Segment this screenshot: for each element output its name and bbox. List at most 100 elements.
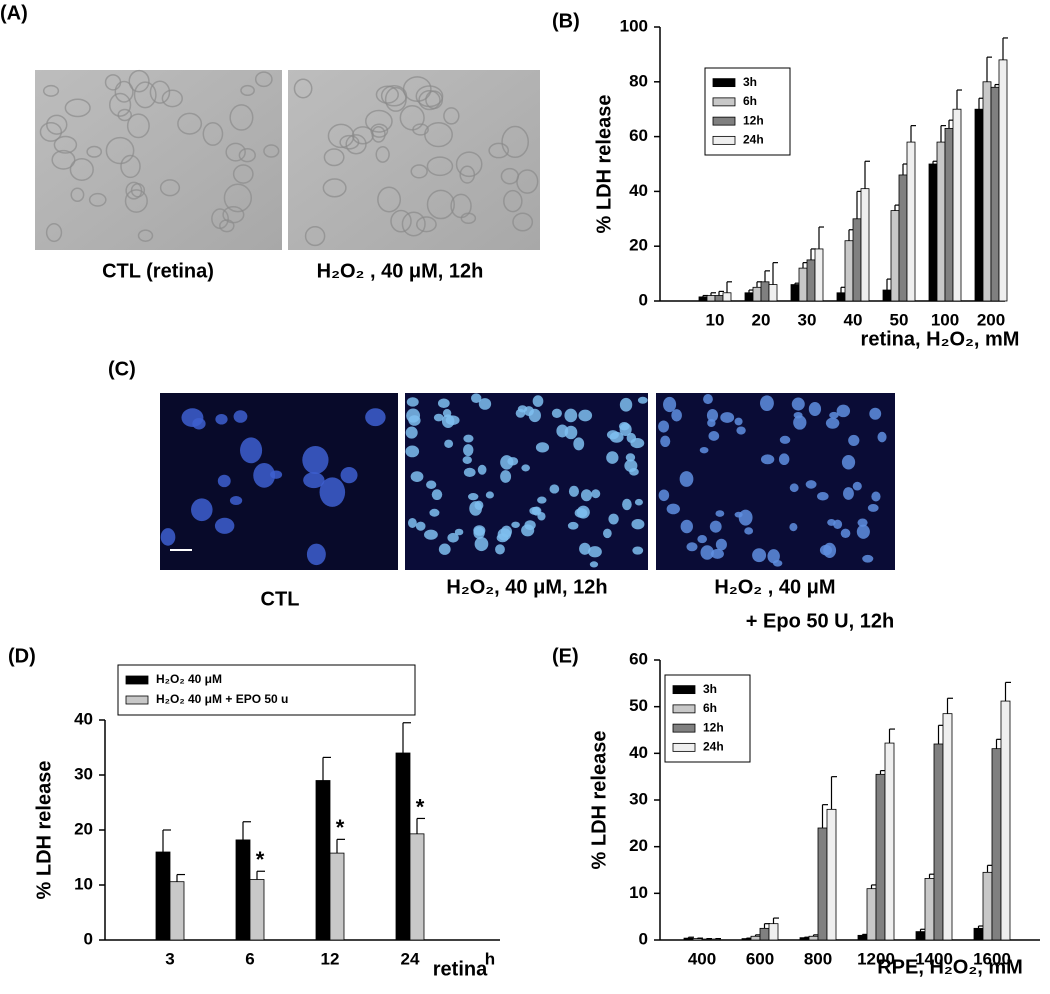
error-bar (243, 822, 251, 840)
caption: CTL (retina) (102, 260, 214, 282)
cell (635, 499, 643, 506)
cell (240, 437, 262, 463)
x-tick-label: 1400 (915, 949, 953, 968)
bar (753, 287, 761, 301)
cell (556, 425, 568, 438)
significance-marker: * (416, 794, 425, 819)
bar (992, 749, 1001, 940)
y-tick-label: 100 (620, 16, 648, 35)
cell (408, 518, 417, 528)
cell (843, 487, 854, 500)
caption: + Epo 50 U, 12h (746, 610, 894, 632)
legend-label: 12h (703, 720, 724, 734)
panel-label: (E) (552, 645, 579, 667)
y-tick-label: 40 (74, 709, 93, 728)
cell (307, 544, 326, 566)
bar (937, 142, 945, 301)
bar (876, 774, 885, 940)
x-tick-label: 600 (746, 949, 774, 968)
cell (703, 394, 713, 404)
cell (521, 464, 530, 471)
cell (407, 397, 419, 406)
cell (603, 529, 612, 539)
error-bar (1006, 682, 1012, 701)
x-tick-label: h (485, 949, 495, 968)
cell (853, 482, 862, 491)
error-bar (163, 830, 171, 852)
x-tick-label: 20 (752, 310, 771, 329)
cell (463, 435, 473, 443)
x-tick-label: 1200 (857, 949, 895, 968)
cell (438, 399, 450, 408)
cell (630, 438, 644, 448)
bar (316, 781, 330, 941)
error-bar (323, 757, 331, 780)
x-tick-label: 100 (931, 310, 959, 329)
cell (734, 418, 742, 426)
cell (789, 523, 797, 531)
bar (934, 744, 943, 940)
cell (700, 545, 713, 560)
cell (773, 560, 782, 567)
cell (215, 518, 234, 534)
micrograph (288, 70, 540, 250)
cell (521, 524, 534, 536)
cell (606, 451, 618, 464)
cell (626, 453, 635, 461)
legend-label: 24h (703, 740, 724, 754)
cell (622, 499, 632, 510)
cell (215, 414, 227, 425)
bar (929, 164, 937, 301)
cell (429, 509, 439, 517)
bar (807, 260, 815, 301)
y-tick-label: 20 (74, 819, 93, 838)
cell (837, 405, 850, 418)
cell (424, 530, 438, 540)
error-bar (257, 871, 265, 879)
bar (861, 189, 869, 301)
cell (463, 456, 472, 464)
bar (799, 268, 807, 301)
cell (320, 477, 346, 507)
legend-label: H₂O₂ 40 μM (156, 672, 222, 686)
cell (218, 475, 231, 487)
error-bar (403, 723, 411, 753)
cell (579, 543, 590, 555)
cell (161, 528, 176, 546)
y-tick-label: 20 (629, 836, 648, 855)
panel-label: (A) (0, 2, 28, 24)
bar (769, 924, 778, 940)
cell (578, 410, 592, 422)
bar (815, 249, 823, 301)
cell (710, 521, 722, 533)
cell (780, 436, 791, 444)
bar (702, 939, 711, 940)
cell (827, 519, 836, 526)
bar (170, 882, 184, 940)
cell (581, 489, 592, 501)
legend-label: 3h (743, 75, 757, 89)
cell (406, 427, 418, 439)
cell (608, 514, 618, 525)
legend-swatch (126, 696, 148, 704)
x-tick-label: 400 (688, 949, 716, 968)
cell (511, 522, 520, 528)
error-bar (765, 271, 770, 282)
legend-swatch (713, 117, 735, 125)
cell (426, 481, 436, 489)
panel-label: (C) (108, 358, 136, 380)
cell (341, 467, 358, 483)
error-bar (865, 161, 870, 188)
y-tick-label: 30 (74, 764, 93, 783)
cell (406, 409, 420, 423)
cell (432, 489, 443, 500)
cell (192, 418, 205, 430)
cell (533, 395, 544, 407)
bar (827, 809, 836, 940)
cell (658, 420, 669, 432)
cell (620, 423, 632, 436)
legend-label: 6h (743, 94, 757, 108)
bar (916, 932, 925, 940)
error-bar (773, 263, 778, 285)
